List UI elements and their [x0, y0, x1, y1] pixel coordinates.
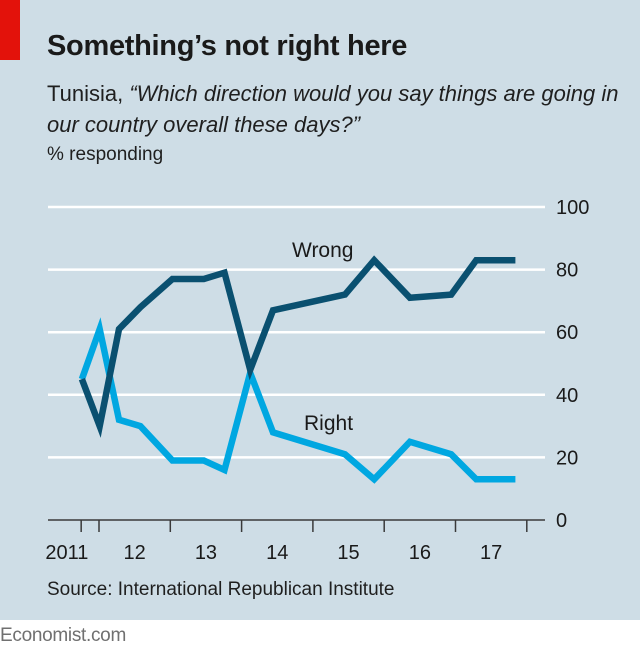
chart-title: Something’s not right here [47, 30, 408, 62]
y-axis-ticks: 0 20 40 60 80 100 [556, 197, 589, 532]
x-tick-label-2011: 2011 [45, 542, 88, 564]
gridlines [48, 205, 545, 459]
subtitle-country: Tunisia, [47, 81, 130, 106]
y-tick-label-60: 60 [556, 322, 578, 344]
y-tick-label-0: 0 [556, 510, 567, 532]
x-tick-label-17: 17 [480, 542, 502, 564]
y-tick-label-100: 100 [556, 197, 589, 219]
y-tick-label-80: 80 [556, 260, 578, 282]
x-tick-label-13: 13 [195, 542, 217, 564]
x-tick-label-14: 14 [266, 542, 288, 564]
unit-label: % responding [47, 144, 164, 165]
series-label-wrong: Wrong [292, 239, 353, 262]
series-label-right: Right [304, 412, 353, 435]
chart-panel [0, 0, 640, 620]
series-line-wrong [78, 255, 516, 438]
series-lines [78, 255, 516, 484]
x-tick-label-15: 15 [337, 542, 359, 564]
x-tick-label-12: 12 [124, 542, 146, 564]
x-tick-label-16: 16 [409, 542, 431, 564]
brand-credit: Economist.com [0, 625, 126, 646]
line-chart: 0 20 40 60 80 100 2011 12 13 14 15 16 17 Wrong Righ… [45, 197, 589, 564]
x-axis: 2011 12 13 14 15 16 17 [45, 519, 545, 564]
source-note: Source: International Republican Institu… [47, 579, 395, 600]
economist-red-tag [0, 0, 20, 60]
chart-subtitle: Tunisia, “Which direction would you say … [47, 78, 627, 140]
y-tick-label-40: 40 [556, 385, 578, 407]
subtitle-question: “Which direction would you say things ar… [47, 81, 619, 137]
y-tick-label-20: 20 [556, 447, 578, 469]
